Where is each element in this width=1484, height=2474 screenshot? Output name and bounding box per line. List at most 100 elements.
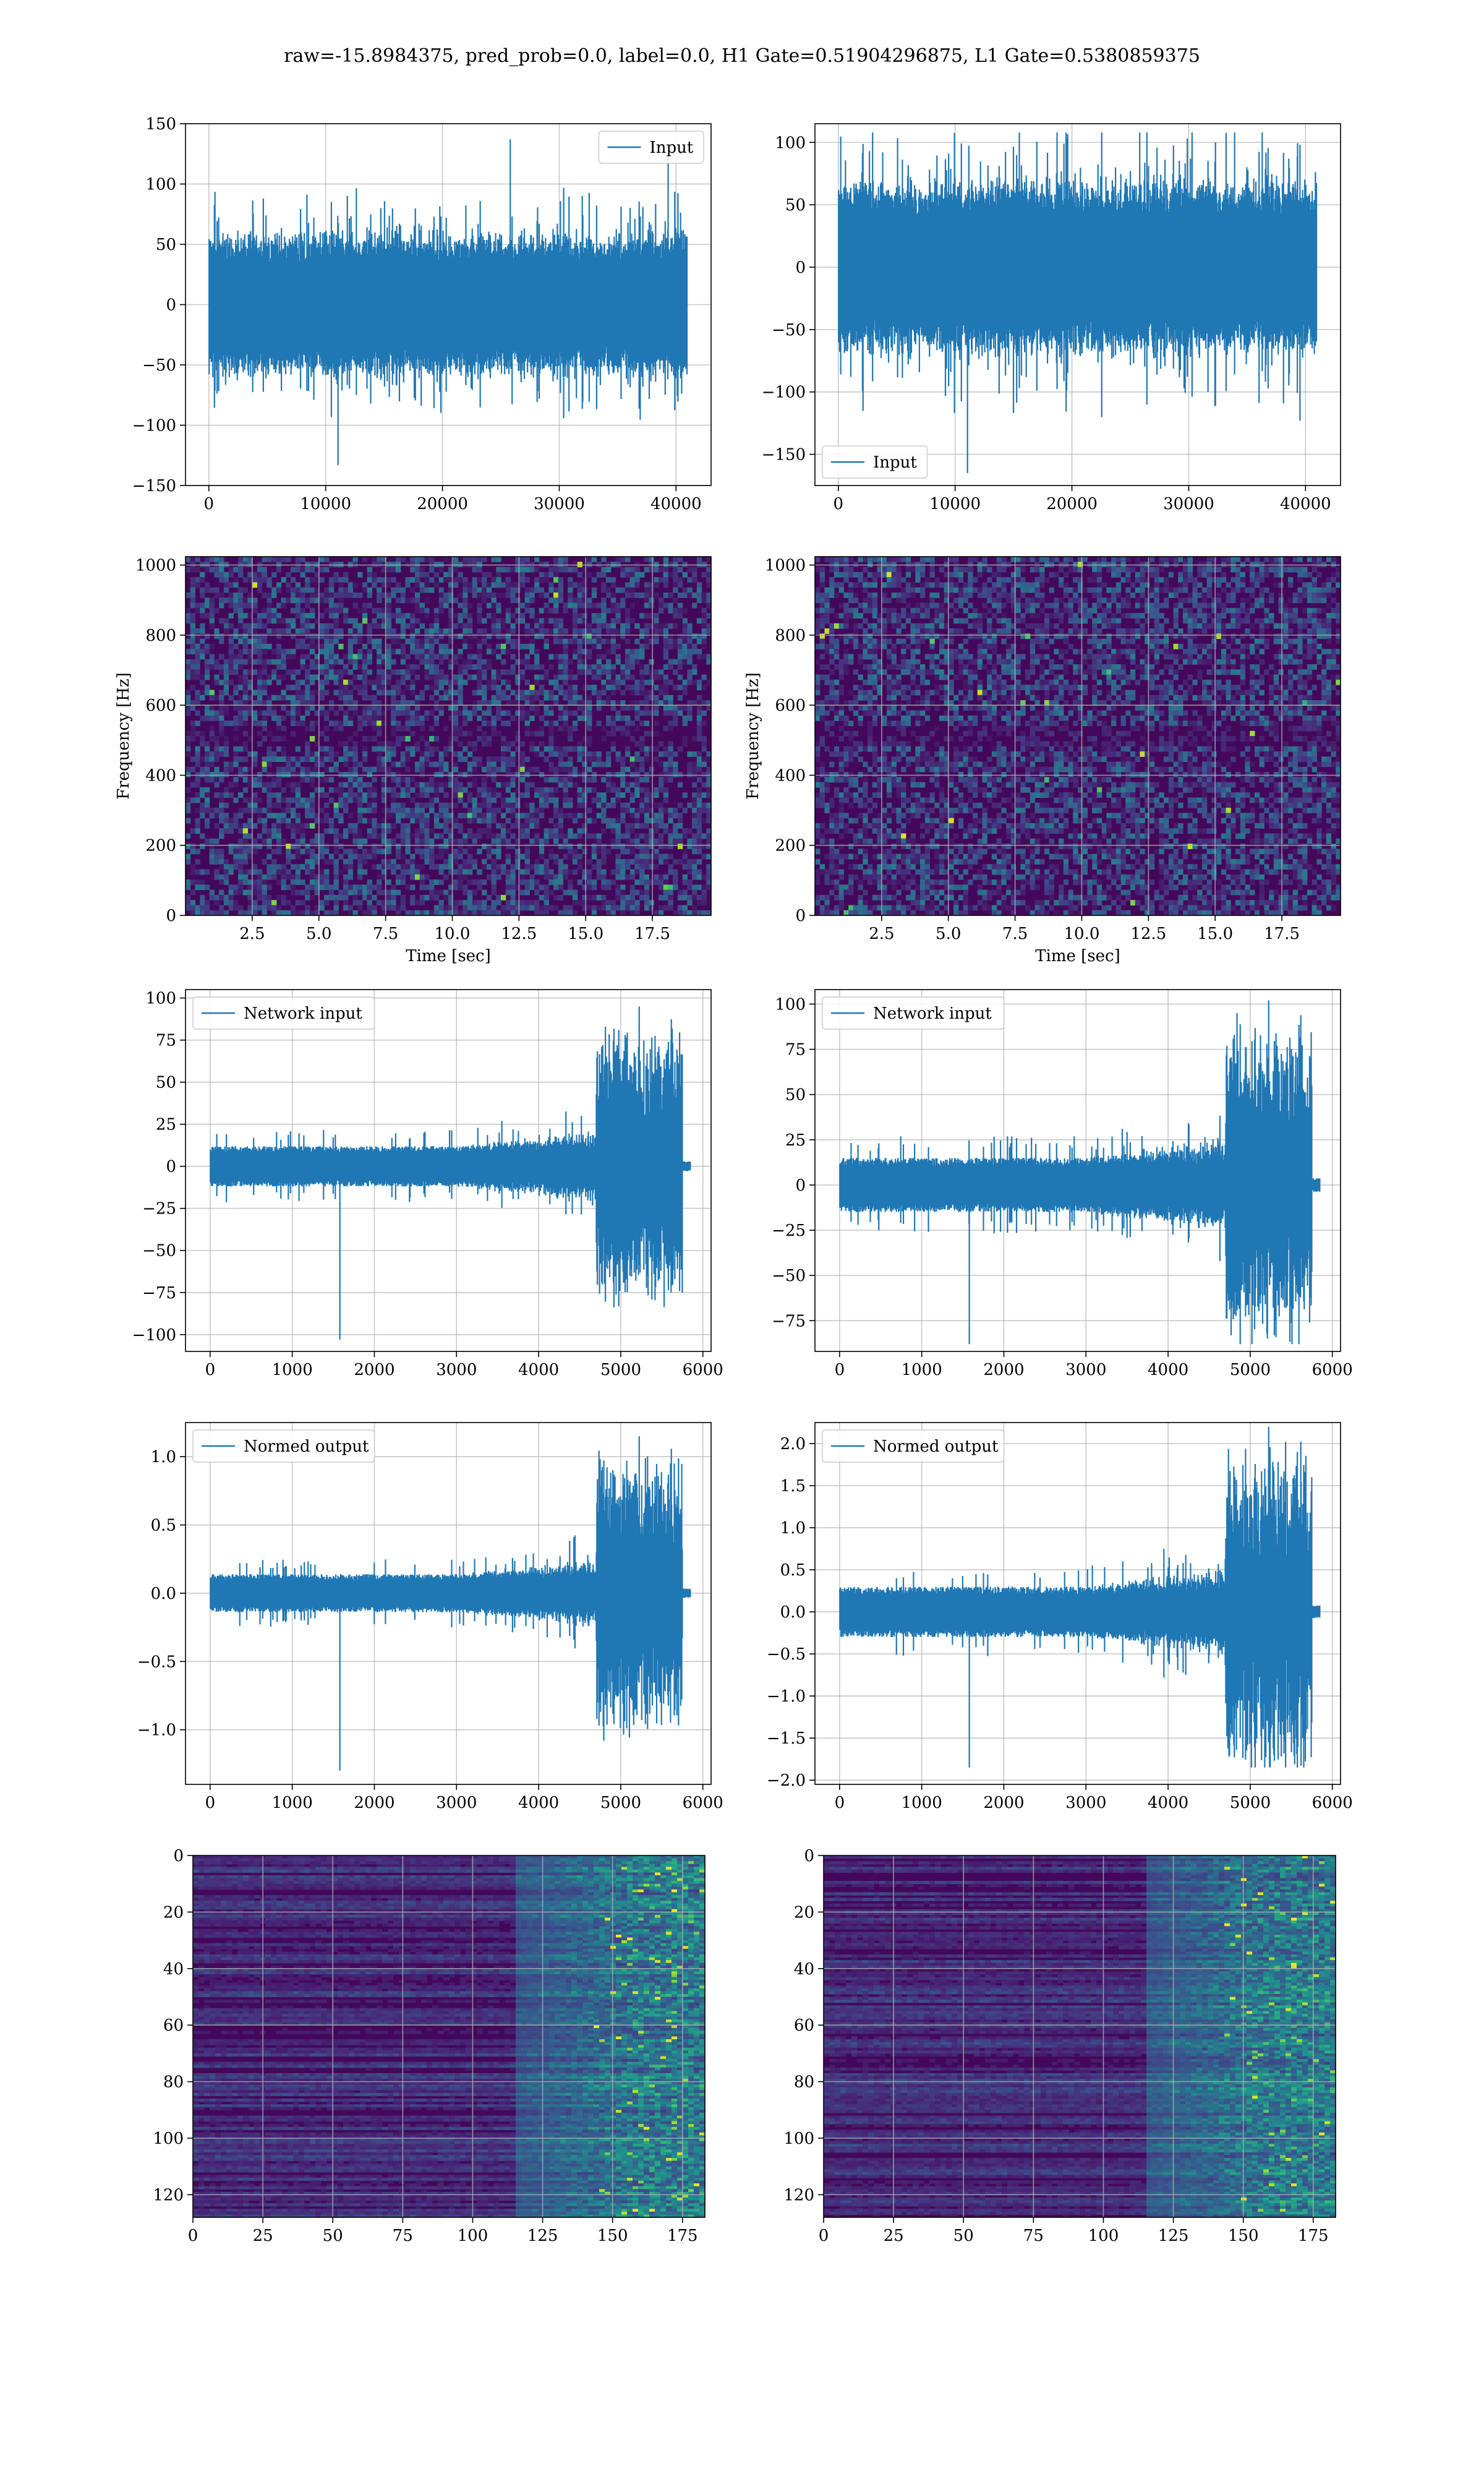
heatmap-cell [544,874,549,880]
heatmap-cell [396,726,401,732]
heatmap-cell [1178,571,1183,578]
heatmap-cell [333,607,339,614]
heatmap-cell [305,669,310,675]
heatmap-cell [663,777,669,783]
heatmap-cell [696,557,702,562]
heatmap-cell [396,761,401,768]
heatmap-cell [396,889,401,896]
heatmap-cell [596,643,602,649]
heatmap-cell [247,593,253,598]
heatmap-cell [357,905,363,911]
heatmap-cell [305,905,310,911]
heatmap-cell [362,669,368,675]
heatmap-cell [920,557,926,562]
heatmap-cell [257,833,263,839]
heatmap-cell [491,628,497,634]
heatmap-cell [429,910,435,916]
heatmap-cell [410,746,416,752]
heatmap-cell [209,557,215,562]
heatmap-cell [544,910,549,916]
heatmap-cell [348,746,354,752]
x-tick-label: 2.5 [239,925,265,943]
heatmap-cell [276,726,282,732]
heatmap-cell [558,618,564,624]
heatmap-cell [195,880,200,885]
heatmap-cell [553,797,559,803]
heatmap-cell [644,838,650,844]
heatmap-cell [477,613,482,619]
heatmap-cell [414,813,420,819]
heatmap-cell [276,746,282,752]
heatmap-cell [195,700,200,706]
heatmap-cell [424,587,430,593]
heatmap-cell [367,633,372,640]
heatmap-cell [591,618,597,624]
heatmap-cell [233,643,239,649]
heatmap-cell [300,777,305,783]
heatmap-cell [271,823,277,829]
heatmap-cell [357,607,363,614]
heatmap-cell [286,700,291,706]
heatmap-cell [996,582,1002,588]
heatmap-cell [433,705,440,711]
heatmap-cell [190,797,196,803]
heatmap-cell [309,638,315,644]
heatmap-cell [281,838,286,844]
heatmap-cell [233,736,239,742]
heatmap-cell [673,659,678,665]
heatmap-cell [501,649,506,655]
heatmap-cell [568,582,573,588]
heatmap-cell [577,741,582,747]
heatmap-cell [558,685,564,691]
heatmap-cell [309,607,315,614]
heatmap-cell [467,710,473,716]
heatmap-cell [467,557,473,562]
x-tick-label: 30000 [1163,495,1214,513]
heatmap-cell [367,659,372,665]
heatmap-cell [1030,557,1036,562]
heatmap-cell [186,833,191,839]
heatmap-cell [333,874,339,880]
heatmap-cell [433,654,440,660]
heatmap-cell [467,894,473,901]
heatmap-cell [706,623,712,629]
heatmap-cell [338,802,344,808]
heatmap-cell [534,787,540,793]
heatmap-cell [568,736,573,742]
heatmap-cell [233,715,239,721]
heatmap-cell [610,823,616,829]
heatmap-cell [362,587,368,593]
heatmap-cell [276,766,282,773]
heatmap-cell [286,685,291,691]
heatmap-cell [400,813,406,819]
heatmap-cell [319,613,325,619]
heatmap-cell [396,669,401,675]
heatmap-cell [601,844,607,849]
heatmap-cell [200,884,205,891]
heatmap-cell [309,874,315,880]
heatmap-cell [209,643,215,649]
heatmap-cell [477,818,482,824]
heatmap-cell [639,669,645,675]
heatmap-cell [601,813,607,819]
heatmap-cell [467,818,473,824]
heatmap-cell [515,858,521,865]
heatmap-cell [1168,571,1174,578]
heatmap-cell [639,766,645,773]
heatmap-cell [386,741,391,747]
heatmap-cell [838,582,844,588]
heatmap-cell [391,593,396,598]
heatmap-cell [568,782,573,788]
heatmap-cell [410,813,416,819]
heatmap-cell [453,674,459,680]
heatmap-cell [649,602,654,609]
heatmap-cell [448,772,454,777]
heatmap-cell [190,844,196,849]
heatmap-cell [233,889,239,896]
heatmap-cell [190,577,196,583]
y-tick-label: −100 [762,383,806,402]
heatmap-cell [424,884,430,891]
heatmap-cell [639,664,645,670]
heatmap-cell [309,633,315,640]
heatmap-cell [271,710,277,716]
